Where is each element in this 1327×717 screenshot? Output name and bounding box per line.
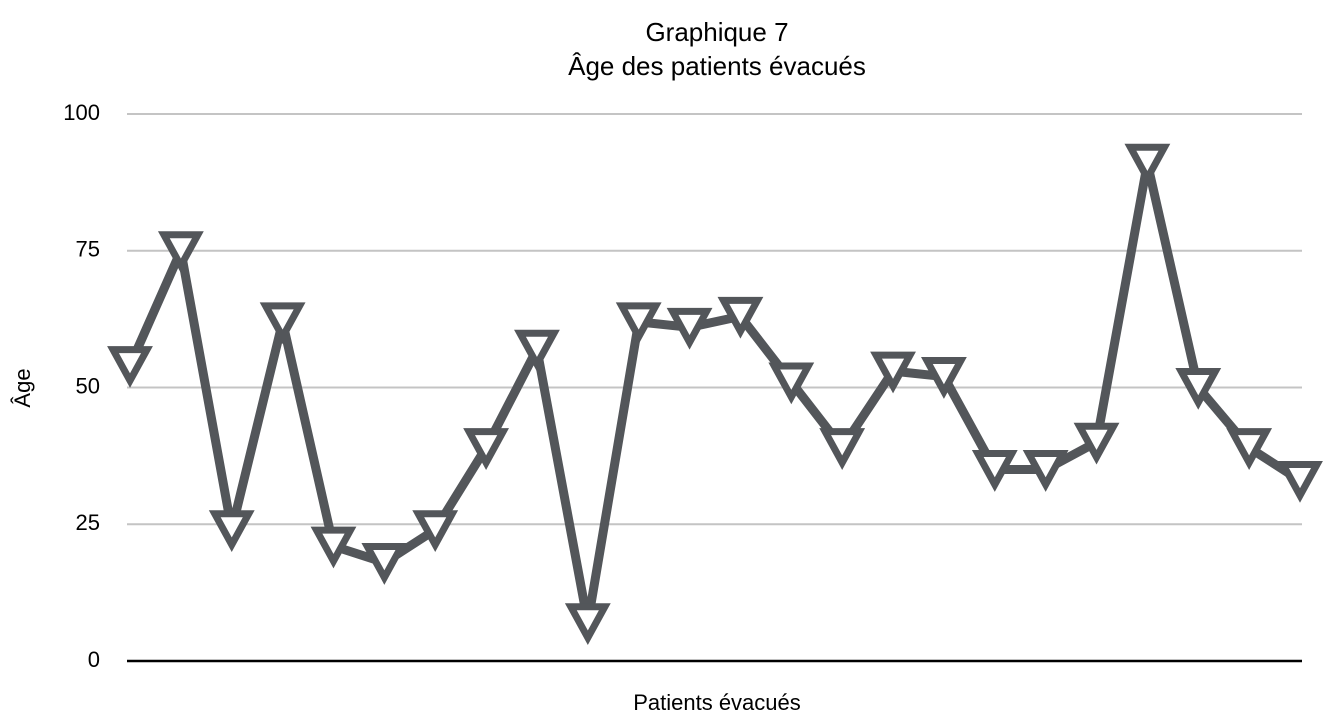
marker — [870, 351, 916, 394]
marker — [157, 231, 204, 274]
x-axis-label: Patients évacués — [633, 690, 801, 715]
marker — [310, 526, 357, 569]
marker — [717, 296, 764, 339]
marker — [819, 428, 866, 470]
marker — [1175, 368, 1222, 410]
marker — [1073, 422, 1120, 465]
marker — [463, 428, 509, 470]
marker — [768, 362, 815, 405]
marker — [564, 603, 611, 645]
marker — [1124, 143, 1171, 186]
chart-title: Graphique 7 — [645, 17, 788, 47]
marker — [412, 510, 459, 552]
marker — [921, 357, 967, 399]
marker — [259, 302, 306, 345]
marker — [361, 543, 408, 585]
marker — [1277, 460, 1323, 503]
y-tick-label: 50 — [76, 373, 100, 398]
y-tick-label: 0 — [88, 647, 100, 672]
chart-subtitle: Âge des patients évacués — [568, 51, 866, 81]
y-tick-label: 25 — [76, 510, 100, 535]
marker — [1226, 428, 1273, 470]
series-line — [125, 158, 1303, 628]
marker — [666, 307, 713, 350]
marker — [971, 450, 1018, 492]
marker — [107, 346, 153, 388]
y-tick-label: 100 — [63, 100, 100, 125]
y-tick-label: 75 — [76, 237, 100, 262]
marker — [514, 329, 560, 372]
marker — [615, 302, 662, 345]
marker — [208, 510, 255, 552]
marker — [1022, 450, 1069, 492]
y-axis-label: Âge — [10, 368, 35, 407]
